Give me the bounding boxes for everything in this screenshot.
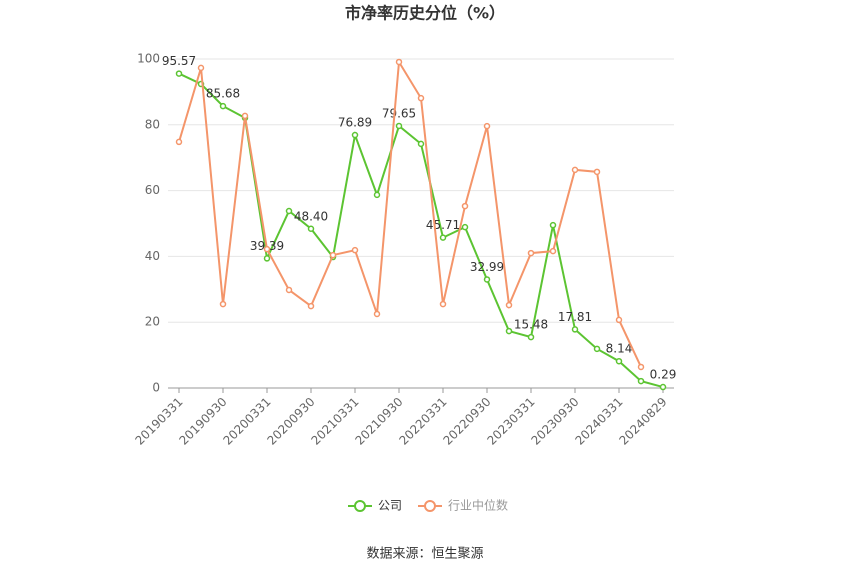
point: [373, 310, 381, 318]
point: [351, 131, 359, 139]
point: [307, 302, 315, 310]
legend-marker: [354, 500, 366, 512]
point: [505, 301, 513, 309]
point: [571, 166, 579, 174]
point: [483, 276, 491, 283]
point: [373, 191, 381, 199]
point: [527, 333, 535, 341]
point: [615, 316, 623, 324]
y-tick-label: 100: [137, 52, 160, 66]
point: [659, 383, 667, 391]
data-label: 48.40: [294, 209, 328, 223]
point: [417, 94, 425, 102]
y-tick-label: 80: [145, 117, 160, 131]
point: [527, 249, 535, 257]
point: [637, 377, 645, 385]
point: [263, 245, 271, 253]
point: [395, 122, 403, 130]
point: [219, 300, 227, 308]
y-tick-label: 20: [145, 315, 160, 329]
data-label: 95.57: [162, 54, 196, 68]
point: [593, 168, 601, 176]
point: [219, 102, 227, 110]
point: [285, 207, 293, 215]
chart-title: 市净率历史分位（%）: [345, 4, 505, 23]
point: [483, 122, 491, 130]
data-label: 79.65: [382, 106, 416, 120]
data-label: 8.14: [606, 342, 633, 356]
point: [549, 221, 557, 229]
x-tick-label: 20240829: [617, 395, 670, 448]
point: [593, 345, 601, 353]
point: [329, 251, 337, 259]
point: [197, 64, 205, 72]
point: [417, 140, 425, 148]
point: [637, 363, 645, 371]
point: [505, 327, 513, 335]
legend-label: 行业中位数: [448, 498, 508, 513]
point: [285, 286, 293, 294]
data-label: 76.89: [338, 116, 372, 130]
point: [549, 247, 557, 255]
point: [571, 326, 579, 333]
source: 数据来源：恒生聚源: [366, 547, 483, 562]
point: [439, 300, 447, 308]
point: [351, 246, 359, 254]
point: [175, 70, 183, 77]
point: [461, 202, 469, 210]
point: [241, 112, 249, 120]
series-line: [178, 58, 642, 368]
data-label: 32.99: [470, 260, 504, 274]
legend-label: 公司: [378, 499, 402, 513]
point: [615, 357, 623, 365]
data-label: 45.71: [426, 218, 460, 232]
y-tick-label: 40: [145, 249, 160, 263]
point: [461, 223, 469, 231]
data-label: 17.81: [558, 310, 592, 324]
point: [439, 234, 447, 241]
point: [263, 255, 271, 262]
series-line: [178, 72, 664, 389]
data-label: 15.48: [514, 318, 548, 332]
y-tick-label: 0: [152, 381, 160, 395]
point: [395, 58, 403, 66]
point: [175, 138, 183, 146]
point: [307, 225, 315, 233]
legend-marker: [424, 500, 436, 512]
data-label: 85.68: [206, 87, 240, 101]
data-label: 0.29: [650, 368, 677, 382]
y-tick-label: 60: [145, 183, 160, 197]
